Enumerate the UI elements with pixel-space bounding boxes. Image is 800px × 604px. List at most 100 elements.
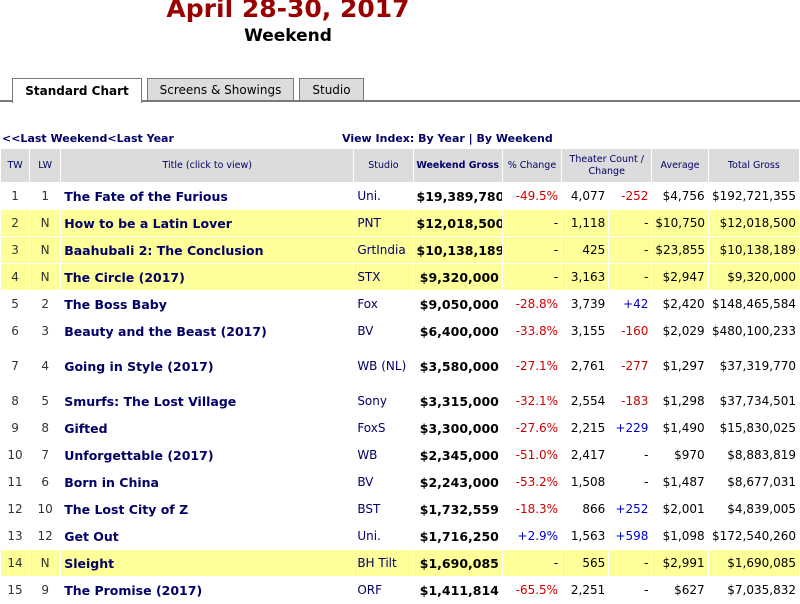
theater-count-cell: 3,739 [570,297,606,311]
nav-separator: | [468,132,473,145]
movie-title-link[interactable]: Unforgettable (2017) [64,447,214,463]
theater-change-cell: - [644,475,649,489]
average-cell: $2,001 [662,502,705,516]
weekend-gross-cell: $6,400,000 [419,323,499,339]
table-row: 5 2 The Boss Baby Fox $9,050,000 -28.8% 3,739 +… [1,291,799,317]
movie-title-link[interactable]: The Boss Baby [64,296,167,312]
tw-cell: 6 [11,324,19,338]
studio-link[interactable]: Sony [357,393,387,408]
view-index-label: View Index: [342,132,415,145]
col-pct-change[interactable]: % Change [502,149,562,182]
tab-standard-chart[interactable]: Standard Chart [12,78,142,103]
weekend-gross-cell: $1,732,559 [419,501,499,517]
movie-title-link[interactable]: Smurfs: The Lost Village [64,393,237,409]
movie-title-link[interactable]: The Circle (2017) [61,264,354,290]
lw-cell: 8 [41,421,49,435]
col-theater-count[interactable]: Theater Count / Change [562,149,652,182]
movie-title-link[interactable]: Gifted [64,420,108,436]
average-cell: $970 [674,448,705,462]
theater-change-cell: +229 [615,421,649,435]
movie-title-link[interactable]: The Promise (2017) [64,582,203,598]
last-year-link[interactable]: <Last Year [107,132,174,145]
tw-cell: 1 [11,189,19,203]
by-year-link[interactable]: By Year [418,132,465,145]
weekend-gross-cell: $3,580,000 [419,358,499,374]
col-weekend-gross[interactable]: Weekend Gross [413,149,502,182]
theater-change-cell: -277 [621,359,649,373]
tw-cell: 5 [11,297,19,311]
col-tw[interactable]: TW [1,149,30,182]
movie-title-link[interactable]: Going in Style (2017) [64,358,214,374]
movie-title-link[interactable]: Born in China [64,474,159,490]
studio-link[interactable]: WB (NL) [357,358,407,373]
total-gross-cell: $37,319,770 [719,359,796,373]
weekend-gross-cell: $12,018,500 [413,210,502,236]
tab-studio[interactable]: Studio [299,78,364,100]
theater-change-cell: +252 [615,502,649,516]
table-row: 3 N Baahubali 2: The Conclusion GrtIndia $10… [1,237,799,263]
lw-cell: 4 [41,359,49,373]
col-title[interactable]: Title (click to view) [61,149,354,182]
col-total-gross[interactable]: Total Gross [708,149,799,182]
lw-cell: N [30,264,61,290]
theater-count-cell: 3,155 [570,324,606,338]
total-gross-cell: $7,035,832 [727,583,796,597]
theater-change-cell: - [644,448,649,462]
table-row: 4 N The Circle (2017) STX $9,320,000-3,163- $… [1,264,799,290]
total-gross-cell: $10,138,189 [708,237,799,263]
page-title: April 28-30, 2017 [166,0,410,23]
average-cell: $23,855 [652,237,708,263]
studio-link[interactable]: BV [357,323,374,338]
by-weekend-link[interactable]: By Weekend [476,132,553,145]
theater-count-cell: 565 [562,550,609,576]
movie-title-link[interactable]: How to be a Latin Lover [61,210,354,236]
movie-title-link[interactable]: The Lost City of Z [64,501,189,517]
theater-change-cell: +598 [615,529,649,543]
col-average[interactable]: Average [652,149,708,182]
page-subtitle: Weekend [244,26,332,46]
pct-change-cell: -27.1% [515,359,559,373]
theater-count-cell: 1,508 [570,475,606,489]
movie-title-link[interactable]: Sleight [61,550,354,576]
lw-cell: 1 [41,189,49,203]
weekend-gross-cell: $3,315,000 [419,393,499,409]
studio-link[interactable]: PNT [354,210,413,236]
studio-link[interactable]: ORF [357,582,382,597]
studio-link[interactable]: BST [357,501,381,516]
total-gross-cell: $4,839,005 [727,502,796,516]
studio-link[interactable]: BH Tilt [354,550,413,576]
box-office-table: TW LW Title (click to view) Studio Weeke… [0,148,800,604]
pct-change-cell: -49.5% [515,189,559,203]
weekend-gross-cell: $1,411,814 [419,582,499,598]
theater-count-cell: 1,563 [570,529,606,543]
average-cell: $2,029 [662,324,705,338]
table-row: 8 5 Smurfs: The Lost Village Sony $3,315,000… [1,388,799,414]
lw-cell: 12 [37,529,53,543]
studio-link[interactable]: FoxS [357,420,386,435]
weekend-gross-cell: $9,320,000 [413,264,502,290]
studio-link[interactable]: BV [357,474,374,489]
col-lw[interactable]: LW [30,149,61,182]
movie-title-link[interactable]: Get Out [64,528,119,544]
weekend-gross-cell: $19,389,780 [416,188,502,204]
studio-link[interactable]: GrtIndia [354,237,413,263]
table-row: 10 7 Unforgettable (2017) WB $2,345,000 -51.0… [1,442,799,468]
studio-link[interactable]: STX [354,264,413,290]
last-weekend-link[interactable]: <<Last Weekend [2,132,108,145]
studio-link[interactable]: Uni. [357,188,381,203]
tab-screens-showings[interactable]: Screens & Showings [147,78,294,100]
movie-title-link[interactable]: Baahubali 2: The Conclusion [61,237,354,263]
studio-link[interactable]: Uni. [357,528,381,543]
theater-count-cell: 4,077 [570,189,606,203]
total-gross-cell: $172,540,260 [712,529,796,543]
tw-cell: 8 [11,394,19,408]
studio-link[interactable]: Fox [357,296,378,311]
tw-cell: 13 [7,529,23,543]
movie-title-link[interactable]: The Fate of the Furious [64,188,228,204]
movie-title-link[interactable]: Beauty and the Beast (2017) [64,323,267,339]
theater-count-cell: 2,417 [570,448,606,462]
lw-cell: 7 [41,448,49,462]
table-row: 2 N How to be a Latin Lover PNT $12,018,500-… [1,210,799,236]
studio-link[interactable]: WB [357,447,378,462]
col-studio[interactable]: Studio [354,149,413,182]
